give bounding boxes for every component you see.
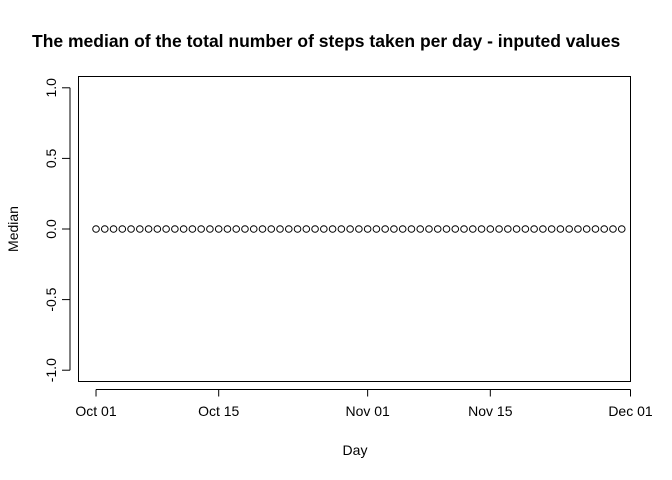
data-point <box>136 225 144 233</box>
data-point <box>591 225 600 233</box>
data-point <box>337 225 346 233</box>
y-tick-label: 1.0 <box>43 78 59 98</box>
y-tick-label: -0.5 <box>43 287 59 311</box>
x-tick-label: Oct 01 <box>75 403 116 419</box>
data-point <box>153 225 162 233</box>
data-point <box>241 225 249 233</box>
data-point <box>504 225 512 233</box>
data-point <box>495 225 503 233</box>
data-point <box>372 225 381 233</box>
data-points <box>92 225 626 233</box>
data-point <box>302 225 311 233</box>
data-point <box>214 225 223 233</box>
data-point <box>188 225 197 233</box>
x-tick-label: Oct 15 <box>198 403 239 419</box>
data-point <box>127 225 135 233</box>
data-point <box>600 225 609 233</box>
data-point <box>451 225 460 233</box>
data-point <box>521 225 530 233</box>
y-tick-label: -1.0 <box>43 358 59 382</box>
data-point <box>206 225 214 233</box>
data-point <box>267 225 276 233</box>
y-tick-label: 0.0 <box>43 219 59 239</box>
data-point <box>355 225 363 233</box>
data-point <box>512 225 521 233</box>
plot-frame <box>78 76 631 382</box>
data-point <box>468 225 477 233</box>
data-point <box>617 225 626 233</box>
x-tick-label: Nov 15 <box>468 403 513 419</box>
data-point <box>258 225 267 233</box>
data-point <box>320 225 328 233</box>
data-point <box>179 225 188 233</box>
data-point <box>363 225 372 233</box>
data-point <box>109 225 118 233</box>
data-point <box>197 225 205 233</box>
data-point <box>390 225 398 233</box>
data-point <box>556 225 565 233</box>
data-point <box>144 225 153 233</box>
x-axis-label: Day <box>343 442 368 458</box>
data-point <box>433 225 442 233</box>
data-point <box>486 225 495 233</box>
data-point <box>407 225 416 233</box>
data-point <box>249 225 258 233</box>
data-point <box>442 225 451 233</box>
data-point <box>346 225 354 233</box>
data-point <box>416 225 425 233</box>
data-point <box>223 225 232 233</box>
data-point <box>565 225 573 233</box>
data-point <box>582 225 591 233</box>
x-tick-label: Nov 01 <box>345 403 390 419</box>
data-point <box>547 225 556 233</box>
data-point <box>100 225 109 233</box>
data-point <box>530 225 538 233</box>
data-point <box>232 225 241 233</box>
x-axis: Oct 01 Oct 15 Nov 01 Nov 15 Dec 01 <box>75 389 653 419</box>
data-point <box>311 225 319 233</box>
data-point <box>293 225 302 233</box>
y-axis-label: Median <box>5 206 21 252</box>
data-point <box>574 225 582 233</box>
data-point <box>284 225 293 233</box>
chart-title: The median of the total number of steps … <box>32 31 621 51</box>
data-point <box>162 225 170 233</box>
data-point <box>398 225 407 233</box>
data-point <box>381 225 389 233</box>
data-point <box>460 225 468 233</box>
data-point <box>92 225 100 233</box>
data-point <box>477 225 486 233</box>
y-axis: -1.0 -0.5 0.0 0.5 1.0 <box>43 78 71 382</box>
data-point <box>171 225 179 233</box>
y-tick-label: 0.5 <box>43 148 59 168</box>
data-point <box>425 225 433 233</box>
data-point <box>539 225 547 233</box>
x-tick-label: Dec 01 <box>608 403 653 419</box>
data-point <box>276 225 284 233</box>
data-point <box>118 225 127 233</box>
data-point <box>328 225 337 233</box>
data-point <box>609 225 617 233</box>
